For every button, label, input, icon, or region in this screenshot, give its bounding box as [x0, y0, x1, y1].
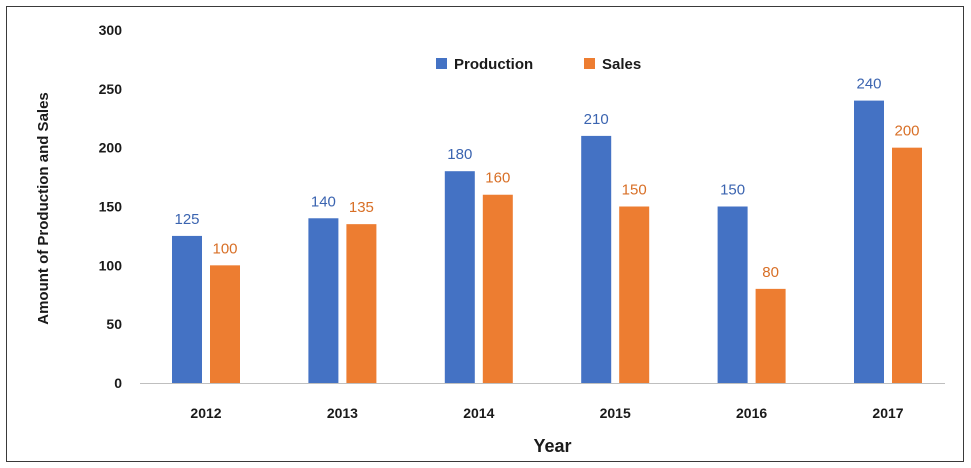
sales-data-label-2015: 150	[622, 182, 647, 199]
y-axis-ticks: 0 50 100 150 200 250 300	[99, 22, 123, 391]
production-bar-2013	[308, 218, 339, 383]
y-tick-label: 0	[114, 375, 122, 391]
sales-legend-label: Sales	[602, 56, 641, 73]
sales-bar-2012	[210, 265, 240, 383]
sales-bar-2013	[346, 224, 377, 383]
x-tick-label-2014: 2014	[463, 405, 494, 421]
production-data-label-2014: 180	[447, 146, 472, 163]
y-tick-label: 250	[99, 81, 123, 97]
y-tick-label: 100	[99, 257, 123, 273]
y-tick-label: 150	[99, 199, 123, 215]
x-tick-label-2017: 2017	[872, 405, 903, 421]
x-tick-label-2012: 2012	[190, 405, 221, 421]
y-tick-label: 200	[99, 140, 123, 156]
production-bar-2012	[172, 235, 202, 383]
sales-data-label-2014: 160	[485, 170, 510, 187]
legend: Production Sales	[436, 56, 641, 73]
production-bar-2016	[717, 206, 748, 383]
sales-data-label-2017: 200	[894, 123, 919, 140]
sales-data-label-2013: 135	[349, 199, 374, 216]
production-data-label-2015: 210	[584, 111, 609, 128]
x-tick-label-2013: 2013	[327, 405, 358, 421]
production-data-label-2017: 240	[856, 76, 881, 93]
production-legend-swatch	[436, 58, 447, 69]
production-data-label-2016: 150	[720, 182, 745, 199]
bars	[172, 100, 922, 383]
sales-data-label-2012: 100	[212, 240, 237, 257]
sales-legend-swatch	[584, 58, 595, 69]
production-legend-label: Production	[454, 56, 533, 73]
production-data-label-2012: 125	[174, 211, 199, 228]
x-tick-label-2016: 2016	[736, 405, 767, 421]
production-bar-2014	[444, 171, 475, 383]
sales-bar-2015	[619, 206, 650, 383]
production-bar-2015	[581, 135, 612, 383]
x-tick-label-2015: 2015	[600, 405, 631, 421]
data-labels: 125 100 140 135 180 160 210 150 150 80 240 200	[174, 76, 919, 281]
sales-bar-2017	[892, 147, 922, 383]
x-axis-ticks: 2012 2013 2014 2015 2016 2017	[190, 405, 903, 421]
sales-data-label-2016: 80	[762, 264, 779, 281]
y-tick-label: 300	[99, 22, 123, 38]
y-tick-label: 50	[106, 316, 122, 332]
sales-bar-2014	[482, 194, 513, 383]
x-axis-title: Year	[533, 436, 571, 456]
y-axis-title: Amount of Production and Sales	[35, 92, 52, 325]
production-data-label-2013: 140	[311, 193, 336, 210]
sales-bar-2016	[755, 288, 786, 383]
production-bar-2017	[854, 100, 884, 383]
